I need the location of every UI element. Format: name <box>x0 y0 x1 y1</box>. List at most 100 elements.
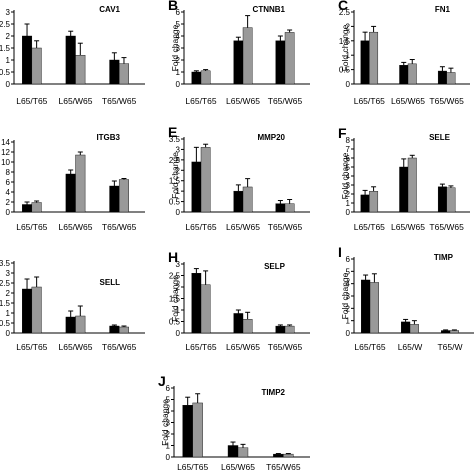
y-tick-label: 1 <box>346 317 351 326</box>
y-tick-label: 2 <box>176 166 181 175</box>
panel-title: TIMP2 <box>261 388 285 397</box>
y-tick-label: 4 <box>176 32 181 41</box>
y-tick-label: 1.5 <box>169 177 181 186</box>
y-tick-label: 6 <box>6 178 11 187</box>
category-label: L65/W65 <box>226 96 260 106</box>
bar-series-1 <box>360 40 370 85</box>
y-tick-label: 0 <box>6 208 11 217</box>
y-tick-label: 0 <box>166 453 171 462</box>
bar-series-1 <box>441 330 451 334</box>
y-tick-label: 0.5 <box>0 68 11 77</box>
y-tick-label: 1.5 <box>339 37 351 46</box>
y-tick-label: 2 <box>6 32 11 41</box>
panel-title: TIMP <box>434 253 454 262</box>
y-tick-label: 4 <box>346 172 351 181</box>
bar-series-2 <box>118 63 129 85</box>
panel-letter: B <box>168 0 178 13</box>
panel-title: CTNNB1 <box>253 5 286 14</box>
bar-series-1 <box>191 273 202 334</box>
bar-series-1 <box>361 279 371 334</box>
panel-letter: I <box>338 244 342 260</box>
y-tick-label: 0 <box>346 208 351 217</box>
category-label: L65/W65 <box>391 96 425 106</box>
bar-series-1 <box>22 288 33 334</box>
panel-fn1: 0 0.5 1 1.5 2 2.5 L65/T65 L65/W65 T65/W65 FN1 C Fol… <box>338 0 470 106</box>
category-label: L65/T65 <box>177 462 208 472</box>
bar-series-2 <box>369 31 379 85</box>
panel-title: SELL <box>100 278 121 287</box>
y-tick-label: 3 <box>166 419 171 428</box>
y-tick-label: 5 <box>166 396 171 405</box>
y-axis-label: Fold change <box>340 152 350 199</box>
panel-letter: E <box>168 124 177 140</box>
y-tick-label: 8 <box>346 136 351 145</box>
panel-ctnnb1: 0 1 2 3 4 5 6 L65/T65 L65/W65 T65/W65 CTNNB1 B Fold … <box>168 0 310 106</box>
category-label: T65/W65 <box>266 462 301 472</box>
bar-series-2 <box>449 330 460 334</box>
y-tick-label: 3 <box>176 44 181 53</box>
y-tick-label: 0 <box>6 80 11 89</box>
bar-series-1 <box>109 325 120 334</box>
bar-series-2 <box>200 284 211 334</box>
y-tick-label: 1.5 <box>169 295 181 304</box>
y-tick-label: 0.5 <box>0 319 11 328</box>
y-tick-label: 2.5 <box>0 279 11 288</box>
bar-series-1 <box>275 40 286 85</box>
bar-series-2 <box>369 191 379 213</box>
y-tick-label: 3 <box>176 260 181 269</box>
category-label: T65/W <box>437 342 462 352</box>
y-tick-label: 1 <box>176 306 181 315</box>
y-tick-label: 10 <box>1 158 10 167</box>
category-label: L65/T65 <box>185 96 216 106</box>
bar-series-2 <box>446 187 456 213</box>
bar-series-1 <box>233 40 244 85</box>
bar-series-1 <box>437 186 447 213</box>
y-tick-label: 12 <box>1 148 10 157</box>
y-axis-label: Fold change <box>170 275 180 322</box>
bar-series-2 <box>192 402 203 458</box>
bar-series-2 <box>200 147 211 213</box>
bar-series-2 <box>369 282 380 334</box>
y-axis-label: Fold change <box>340 272 350 319</box>
category-label: L65/W65 <box>221 462 255 472</box>
bar-series-1 <box>227 445 239 458</box>
y-tick-label: 2.5 <box>169 272 181 281</box>
bar-series-1 <box>275 203 286 213</box>
y-tick-label: 5 <box>346 267 351 276</box>
bar-series-1 <box>182 405 193 458</box>
y-tick-label: 2 <box>346 190 351 199</box>
y-tick-label: 6 <box>176 8 181 17</box>
bar-series-2 <box>284 32 295 85</box>
y-axis-label: Fold change <box>160 399 170 446</box>
bar-series-1 <box>22 35 33 85</box>
bar-series-1 <box>233 190 244 213</box>
y-tick-label: 1 <box>346 199 351 208</box>
panel-title: ITGB3 <box>96 133 120 142</box>
category-label: L65/T65 <box>354 222 385 232</box>
category-label: T65/W65 <box>102 96 137 106</box>
y-tick-label: 1 <box>176 187 181 196</box>
bar-series-2 <box>242 319 253 334</box>
bar-series-2 <box>118 326 129 334</box>
bar-series-2 <box>200 70 211 85</box>
bar-series-1 <box>109 59 120 85</box>
category-label: T65/W65 <box>268 222 303 232</box>
y-tick-label: 2.5 <box>0 20 11 29</box>
y-tick-label: 3 <box>346 181 351 190</box>
panel-timp: 0 1 2 3 4 5 6 L65/T65 L65/W T65/W TIMP I Fold change <box>338 244 474 352</box>
y-axis-label: Fold change <box>170 152 180 199</box>
y-tick-label: 0 <box>346 329 351 338</box>
bar-series-2 <box>242 186 253 213</box>
panel-mmp20: 00.5 11.5 22.5 33.5 L65/T65 L65/W65 T65/W65 MMP… <box>168 124 310 232</box>
bar-series-1 <box>109 185 120 213</box>
category-label: L65/W65 <box>391 222 425 232</box>
y-tick-label: 1 <box>346 51 351 60</box>
panel-letter: C <box>338 0 348 13</box>
y-tick-label: 2.5 <box>169 156 181 165</box>
bar-series-2 <box>446 72 456 85</box>
bar-series-1 <box>273 453 284 458</box>
y-tick-label: 0 <box>176 329 181 338</box>
panel-cav1: 0 0.5 1 1.5 2 2.5 3 L65/T65 L65/W65 T65/W65 CAV1 <box>0 5 145 106</box>
bar-series-2 <box>75 154 86 213</box>
